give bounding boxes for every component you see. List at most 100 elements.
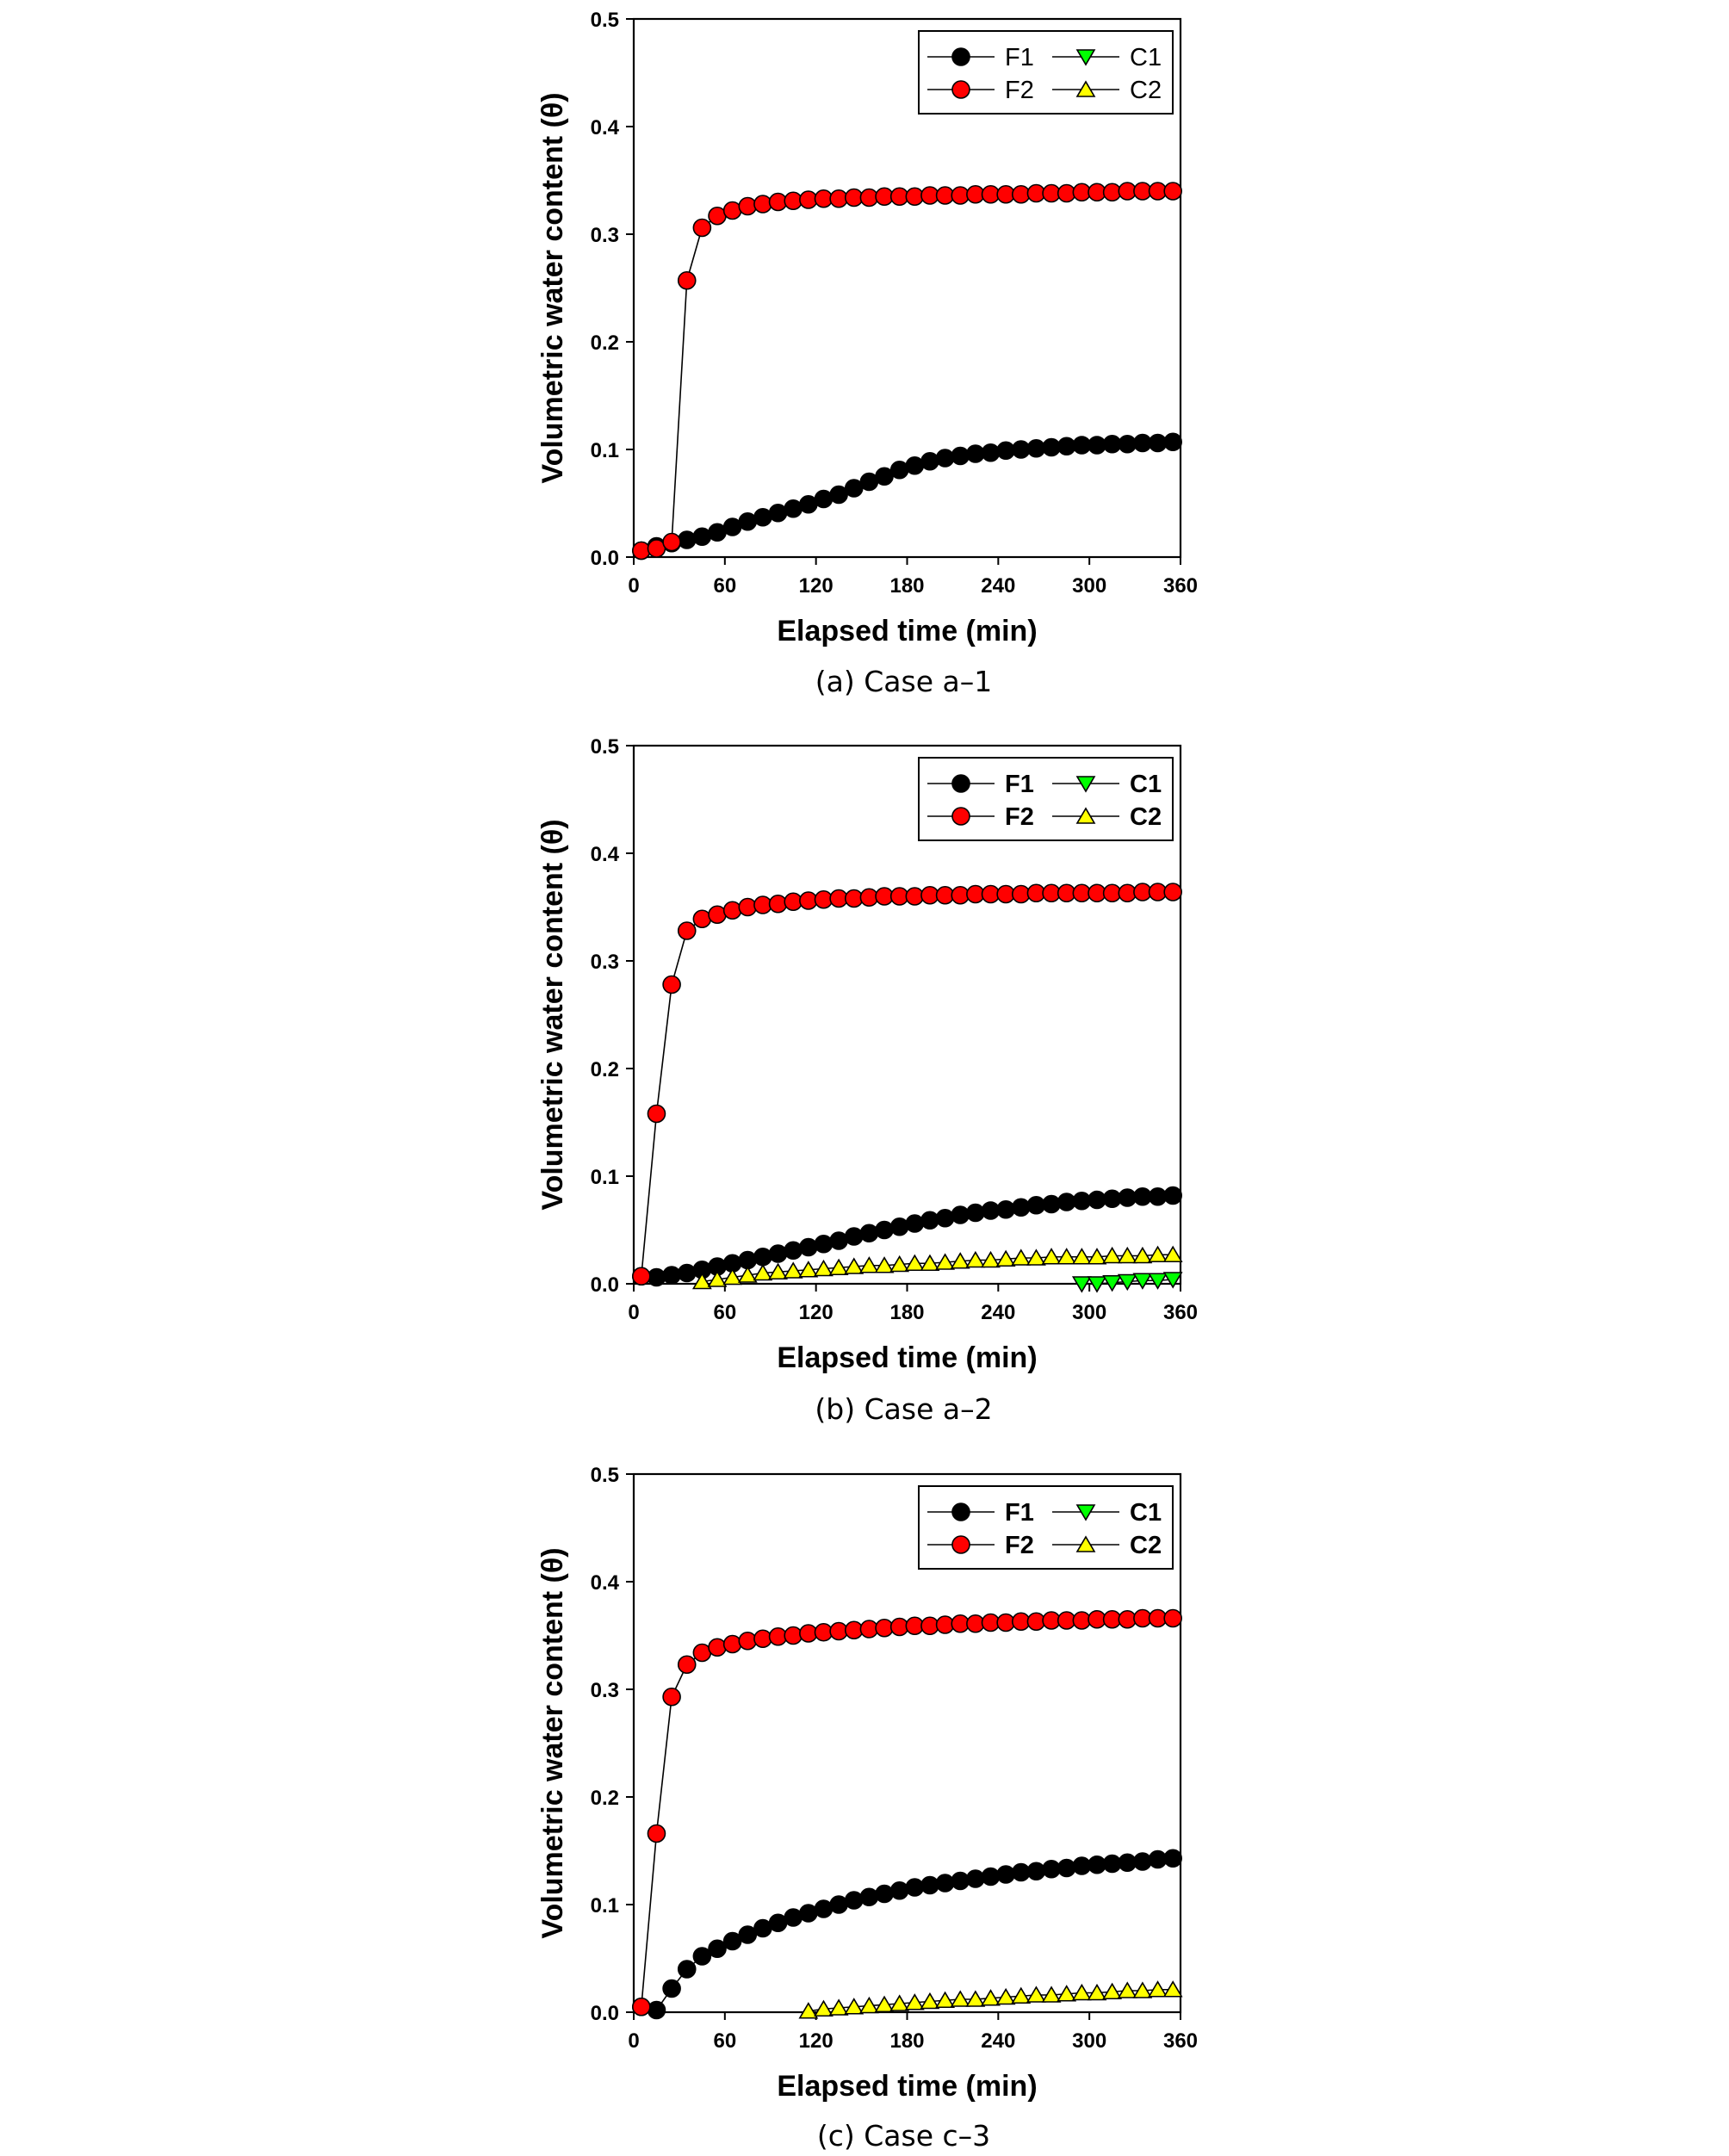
x-tick-label: 0 [628,574,639,598]
data-point-F1 [662,1266,681,1285]
legend-label-C1: C1 [1130,1499,1162,1527]
data-point-F1 [951,446,970,466]
data-point-C2 [1071,1983,1092,2001]
legend-label-C2: C2 [1130,803,1162,831]
data-point-C1 [1087,1276,1107,1293]
data-point-C2 [1162,1980,1183,1998]
x-tick-label: 240 [981,1301,1015,1324]
x-tick-label: 300 [1072,2029,1106,2053]
x-tick-label: 300 [1072,1301,1106,1324]
x-tick-label: 360 [1163,574,1198,598]
legend-marker-F1 [951,1502,970,1521]
data-point-F2 [632,541,651,561]
data-point-F1 [1026,1862,1046,1881]
y-tick-label: 0.5 [591,1464,619,1487]
data-point-C2 [874,1256,895,1273]
legend-label-F2: F2 [1005,803,1034,831]
legend-marker-C1 [1075,1504,1096,1521]
legend-marker-C1 [1075,49,1096,66]
legend-label-F1: F1 [1005,1499,1034,1527]
data-point-C1 [1148,1273,1168,1290]
data-point-C2 [859,1256,879,1273]
data-point-C2 [814,1259,834,1277]
legend-marker-C2 [1075,807,1096,824]
y-tick-label: 0.0 [591,547,619,570]
data-point-C2 [844,1998,864,2015]
data-point-F1 [647,2000,666,2020]
legend-marker-F2 [951,1535,970,1554]
series-F2 [632,883,1182,1286]
data-point-C1 [1162,1272,1183,1289]
data-point-F2 [768,894,788,914]
legend-marker-F1 [951,47,970,66]
data-point-C2 [859,1996,879,2014]
data-point-F1 [935,449,955,468]
data-point-C2 [1132,1981,1153,1998]
y-tick-label: 0.3 [591,951,619,974]
data-point-C2 [722,1267,743,1286]
series-line-F2 [641,190,1174,552]
data-point-C2 [889,1994,910,2011]
chart-panel-3: 0 60 120 180 240 300 360 0.0 0.1 0.2 0.3 0.4 0.5 Elap… [536,1464,1198,2153]
data-point-C1 [1071,1276,1092,1293]
data-point-C2 [965,1990,986,2007]
x-tick-label: 60 [713,574,736,598]
data-point-F1 [1163,432,1182,452]
y-tick-label: 0.4 [591,1571,620,1595]
legend-marker-F1 [951,774,970,793]
legend-marker-F2 [951,80,970,99]
data-point-C2 [691,1272,712,1290]
data-point-F1 [1042,1194,1061,1214]
series-C1 [1071,1272,1183,1293]
legend-label-F2: F2 [1005,1532,1034,1559]
data-point-F1 [889,460,909,480]
data-point-F1 [920,451,939,471]
data-point-F2 [692,909,712,929]
data-point-F1 [814,1234,834,1254]
x-axis-label: Elapsed time (min) [777,2070,1037,2103]
data-point-F1 [768,503,788,523]
data-point-C2 [874,1995,895,2013]
x-tick-label: 300 [1072,574,1106,598]
data-point-F1 [996,1199,1015,1219]
data-point-F2 [1163,182,1182,201]
data-point-C2 [889,1255,910,1273]
data-point-F2 [722,1634,742,1654]
data-point-C2 [1026,1248,1046,1266]
data-point-F1 [799,1237,818,1257]
x-tick-label: 360 [1163,1301,1198,1324]
x-tick-label: 240 [981,574,1015,598]
data-point-F1 [1163,1849,1182,1868]
series-F1 [632,432,1182,561]
legend-label-C2: C2 [1130,77,1162,104]
data-point-F2 [722,901,742,920]
data-point-C2 [1102,1246,1123,1264]
figure-caption: (c) Case c–3 [817,2119,990,2153]
data-point-F1 [935,1208,955,1228]
data-point-F1 [829,1895,848,1914]
data-point-C2 [814,1999,834,2017]
y-axis-label: Volumetric water content (θ) [536,1547,569,1938]
chart-panel-1: 0 60 120 180 240 300 360 0.0 0.1 0.2 0.3 0.4 0.5 Elap… [536,9,1198,698]
data-point-F1 [875,1884,894,1904]
data-point-C2 [1102,1982,1123,2000]
data-point-F2 [753,1629,772,1649]
data-point-C2 [828,1258,849,1276]
data-point-C2 [768,1262,788,1280]
data-point-C2 [1057,1985,1077,2002]
data-point-F1 [1011,1198,1031,1217]
data-point-F1 [966,1869,985,1888]
data-point-F1 [889,1880,909,1900]
data-point-C2 [1117,1981,1137,1998]
data-point-F1 [753,1247,772,1267]
data-point-C1 [1117,1273,1137,1292]
data-point-C1 [1132,1273,1153,1290]
data-point-F1 [799,1904,818,1923]
data-point-F1 [677,1263,697,1283]
data-point-F2 [677,270,697,290]
data-point-C2 [950,1252,970,1269]
data-point-F1 [814,1899,834,1918]
series-C2 [798,1980,1183,2019]
y-tick-label: 0.4 [591,116,620,139]
data-point-C2 [981,1989,1001,2006]
